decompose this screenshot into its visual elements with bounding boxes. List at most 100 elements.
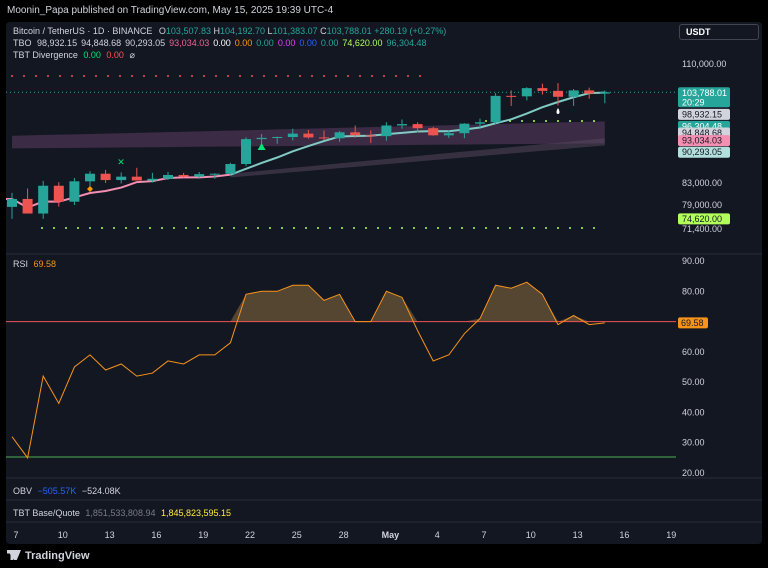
candle-body[interactable] <box>53 185 64 202</box>
open-value: 103,507.83 <box>165 26 211 36</box>
support-dot <box>173 227 175 229</box>
candle-body[interactable] <box>272 137 283 139</box>
support-dot <box>329 227 331 229</box>
tbo-value-4: 93,034.03 <box>169 38 210 48</box>
rsi-label[interactable]: RSI <box>13 259 29 269</box>
candle-body[interactable] <box>163 174 173 179</box>
tbo-label[interactable]: TBO <box>13 38 32 48</box>
time-tick-label: 10 <box>58 530 68 540</box>
support-dot <box>293 227 295 229</box>
candle-body[interactable] <box>22 198 33 214</box>
candle-body[interactable] <box>225 164 236 174</box>
obv-label[interactable]: OBV <box>13 486 33 496</box>
candle-body[interactable] <box>256 137 267 140</box>
resistance-dot <box>215 75 217 77</box>
tbo-value-3: 90,293.05 <box>125 38 166 48</box>
candle-body[interactable] <box>38 185 49 214</box>
high-label: H <box>213 26 220 36</box>
candle-body[interactable] <box>428 128 439 136</box>
candle-body[interactable] <box>490 95 501 123</box>
candle-body[interactable] <box>584 90 595 94</box>
symbol-legend[interactable]: Bitcoin / TetherUS · 1D · BINANCE O103,5… <box>13 26 446 36</box>
candle-body[interactable] <box>334 132 345 139</box>
candle-body[interactable] <box>209 173 220 175</box>
candle-body[interactable] <box>69 181 80 202</box>
time-tick-label: 19 <box>198 530 208 540</box>
candle-body[interactable] <box>7 198 17 207</box>
low-value: 101,383.07 <box>272 26 318 36</box>
resistance-dot <box>23 75 25 77</box>
support-dot <box>137 227 139 229</box>
candle-body[interactable] <box>100 173 111 181</box>
candle-body[interactable] <box>459 123 470 134</box>
resistance-dot <box>275 75 277 77</box>
candle-body[interactable] <box>365 135 376 137</box>
candle-body[interactable] <box>599 92 610 94</box>
tradingview-logo[interactable]: TradingView <box>7 550 90 562</box>
tbt-divergence-legend[interactable]: TBT Divergence 0.00 0.00 ⌀ <box>13 50 135 61</box>
chart-canvas[interactable]: ✕ 110,000.00 83,000.00 79,000.00 71,400.00 10… <box>6 22 762 544</box>
support-dot <box>233 227 235 229</box>
time-tick-label: 16 <box>151 530 161 540</box>
candle-body[interactable] <box>381 125 392 137</box>
candle-body[interactable] <box>241 139 251 165</box>
drop-signal-icon[interactable] <box>556 108 560 114</box>
price-label-text: 74,620.00 <box>682 214 722 224</box>
resistance-dot <box>419 75 421 77</box>
support-dot <box>317 227 319 229</box>
support-dot <box>101 227 103 229</box>
currency-button[interactable]: USDT <box>679 24 759 40</box>
price-label-badge <box>678 87 730 108</box>
buy-signal-triangle-icon[interactable] <box>257 143 266 150</box>
candle-body[interactable] <box>85 173 95 182</box>
tbo-value-9: 0.00 <box>299 38 317 48</box>
support-dot <box>593 227 595 229</box>
resistance-dot <box>299 75 301 77</box>
tbo-cloud-band-lower <box>230 138 605 178</box>
currency-button-label: USDT <box>686 27 711 37</box>
candle-body[interactable] <box>178 174 189 177</box>
tbt-divergence-label[interactable]: TBT Divergence <box>13 50 78 60</box>
rsi-legend[interactable]: RSI 69.58 <box>13 259 56 269</box>
open-label: O <box>158 26 166 36</box>
candle-body[interactable] <box>475 122 485 124</box>
obv-legend[interactable]: OBV −505.57K −524.08K <box>13 486 121 496</box>
candle-body[interactable] <box>303 133 314 138</box>
candle-body[interactable] <box>521 88 532 97</box>
candle-body[interactable] <box>147 178 158 181</box>
candle-body[interactable] <box>131 176 142 181</box>
candle-body[interactable] <box>397 124 407 126</box>
candle-body[interactable] <box>553 90 563 97</box>
resistance-dot <box>263 75 265 77</box>
chart-panel[interactable]: ✕ 110,000.00 83,000.00 79,000.00 71,400.00 10… <box>6 22 762 544</box>
symbol-title[interactable]: Bitcoin / TetherUS · 1D · BINANCE <box>13 26 153 36</box>
candle-body[interactable] <box>194 174 205 177</box>
candle-body[interactable] <box>537 88 548 91</box>
price-tick-label: 110,000.00 <box>682 59 726 69</box>
tbo-value-5: 0.00 <box>213 38 231 48</box>
resistance-dot <box>191 75 193 77</box>
high-value: 104,192.70 <box>219 26 266 36</box>
tbt-base-quote-label[interactable]: TBT Base/Quote <box>13 508 80 518</box>
time-tick-label: 25 <box>292 530 302 540</box>
diamond-signal-icon[interactable] <box>87 186 93 192</box>
candle-body[interactable] <box>412 124 423 129</box>
tbt-base-quote-value-2: 1,845,823,595.15 <box>160 508 232 518</box>
candle-body[interactable] <box>350 132 361 136</box>
candle-body[interactable] <box>443 133 454 136</box>
tradingview-brand: TradingView <box>25 550 90 562</box>
tbo-legend[interactable]: TBO 98,932.15 94,848.68 90,293.05 93,034.03… <box>13 38 431 48</box>
published-header: Moonin_Papa published on TradingView.com… <box>0 0 768 22</box>
tbt-base-quote-legend[interactable]: TBT Base/Quote 1,851,533,808.94 1,845,82… <box>13 508 231 518</box>
candle-body[interactable] <box>287 133 298 138</box>
candle-body[interactable] <box>506 95 517 97</box>
candle-body[interactable] <box>319 137 329 139</box>
candle-body[interactable] <box>568 90 579 97</box>
obv-value-1: −505.57K <box>37 486 77 496</box>
time-tick-label: 7 <box>13 530 18 540</box>
candle-body[interactable] <box>116 176 127 181</box>
ma-line-pink <box>6 173 231 209</box>
resistance-dot <box>227 75 229 77</box>
rsi-line[interactable] <box>11 281 605 460</box>
tbo-value-12: 96,304.48 <box>386 38 427 48</box>
